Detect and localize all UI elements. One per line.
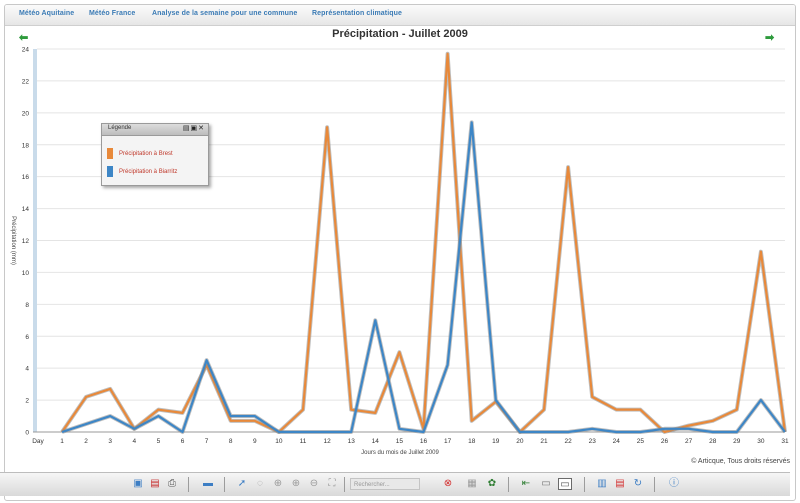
x-tick-label: 29 [733,438,741,445]
print-icon[interactable]: ⎙ [168,478,176,489]
legend-swatch-biarritz [107,166,113,177]
bottom-toolbar: ▣ ▤ ⎙ ▬ ➚ ◌ ⊕ ⊕ ⊖ ⛶ Rechercher... ⊗ ▦ ✿ … [0,472,790,496]
table-icon[interactable]: ▤ [615,478,625,489]
x-tick-label: 1 [60,438,64,445]
toolbar-separator [584,477,585,492]
menu-item-meteo-france[interactable]: Météo France [89,10,136,17]
y-tick-label: 2 [25,398,29,405]
x-tick-label: 11 [300,438,307,445]
x-tick-label: 12 [323,438,331,445]
layout-icon[interactable]: ▭ [558,478,572,490]
zoom-icon[interactable]: ⊕ [273,478,283,489]
x-tick-label: 2 [84,438,88,445]
x-tick-label: 4 [132,438,136,445]
x-tick-label: 10 [275,438,283,445]
y-tick-label: 18 [22,142,30,149]
x-tick-label: 27 [685,438,693,445]
y-tick-label: 6 [25,334,29,341]
legend-window-buttons-icon[interactable]: ▤▣✕ [182,125,205,132]
x-tick-label: 21 [540,438,548,445]
x-tick-label: Day [32,438,44,445]
y-axis-band [33,49,37,432]
window-icon[interactable]: ▭ [541,478,551,489]
x-tick-label: 3 [108,438,112,445]
y-tick-label: 0 [25,430,29,437]
clear-icon[interactable]: ⊗ [443,478,453,489]
zoom-out-icon[interactable]: ⊖ [309,478,319,489]
bar-chart-icon[interactable]: ▥ [597,478,607,489]
export-icon[interactable]: ⇤ [521,478,531,489]
legend-entry-brest[interactable]: Précipitation à Brest [107,148,173,160]
legend-entry-biarritz[interactable]: Précipitation à Biarritz [107,166,177,178]
settings-icon[interactable]: ✿ [487,478,497,489]
x-tick-label: 30 [757,438,765,445]
pdf-icon[interactable]: ▤ [150,478,160,489]
x-tick-label: 8 [229,438,233,445]
menu-item-meteo-aquitaine[interactable]: Météo Aquitaine [19,10,75,17]
search-input[interactable]: Rechercher... [350,478,420,490]
x-tick-label: 25 [637,438,645,445]
x-tick-label: 20 [516,438,524,445]
y-axis-title: Précipitation (mm) [10,216,16,265]
info-icon[interactable]: ⓘ [669,478,679,489]
x-tick-label: 9 [253,438,257,445]
fit-icon[interactable]: ⛶ [328,478,336,489]
y-tick-label: 16 [22,174,30,181]
toolbar-separator [508,477,509,492]
copy-icon[interactable]: ▦ [467,478,477,489]
legend-swatch-brest [107,148,113,159]
pointer-icon[interactable]: ➚ [237,478,247,489]
menu-item-analyse-semaine[interactable]: Analyse de la semaine pour une commune [152,10,298,17]
y-tick-label: 12 [22,238,30,245]
save-icon[interactable]: ▣ [133,478,143,489]
x-tick-label: 23 [589,438,597,445]
legend-title: Légende [108,125,132,131]
toolbar-separator [344,477,345,492]
lasso-icon[interactable]: ◌ [257,478,263,489]
x-tick-label: 28 [709,438,717,445]
series-line-biarritz [61,121,786,434]
legend-header[interactable]: Légende ▤▣✕ [102,124,208,136]
x-tick-label: 6 [181,438,185,445]
x-tick-label: 19 [492,438,500,445]
y-tick-label: 8 [25,302,29,309]
toolbar-separator [224,477,225,492]
refresh-icon[interactable]: ↻ [633,478,643,489]
x-tick-label: 15 [396,438,404,445]
x-axis-title: Jours du mois de Juillet 2009 [361,450,439,456]
screen-icon[interactable]: ▬ [203,478,213,489]
x-tick-label: 22 [564,438,572,445]
x-tick-label: 7 [205,438,209,445]
zoom-in-icon[interactable]: ⊕ [291,478,301,489]
x-tick-label: 14 [372,438,380,445]
x-tick-label: 26 [661,438,669,445]
toolbar-separator [654,477,655,492]
x-tick-label: 18 [468,438,476,445]
legend-label-biarritz: Précipitation à Biarritz [119,169,178,176]
legend-panel[interactable]: Légende ▤▣✕ Précipitation à Brest Précip… [101,123,209,186]
x-tick-label: 24 [613,438,621,445]
y-tick-label: 4 [25,366,29,373]
copyright-text: © Articque, Tous droits réservés [691,458,790,465]
x-tick-label: 31 [781,438,789,445]
menu-bar: Météo Aquitaine Météo France Analyse de … [5,5,795,26]
next-arrow-icon[interactable]: ➡ [765,32,775,44]
y-tick-label: 22 [22,78,30,85]
y-tick-label: 20 [22,110,30,117]
y-tick-label: 14 [22,206,30,213]
y-tick-label: 10 [22,270,30,277]
x-tick-label: 16 [420,438,428,445]
chart-title: Précipitation - Juillet 2009 [332,28,468,40]
x-tick-label: 13 [348,438,356,445]
x-tick-label: 5 [157,438,161,445]
toolbar-separator [188,477,189,492]
menu-item-representation-climatique[interactable]: Représentation climatique [312,10,403,17]
x-tick-label: 17 [444,438,452,445]
previous-arrow-icon[interactable]: ⬅ [19,32,29,44]
legend-label-brest: Précipitation à Brest [119,151,173,158]
y-tick-label: 24 [22,47,30,54]
